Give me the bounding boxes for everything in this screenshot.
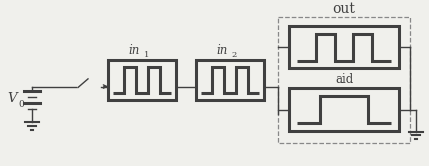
- Text: 1: 1: [144, 51, 149, 59]
- Bar: [289, 26, 399, 68]
- Bar: [196, 60, 264, 100]
- Text: V: V: [7, 92, 17, 105]
- Text: in: in: [128, 44, 139, 57]
- Text: aid: aid: [335, 73, 353, 86]
- Text: out: out: [332, 2, 356, 16]
- Bar: [278, 17, 410, 143]
- Bar: [108, 60, 176, 100]
- Text: in: in: [216, 44, 227, 57]
- Text: 0: 0: [18, 100, 24, 109]
- Bar: [289, 88, 399, 131]
- Text: 2: 2: [232, 51, 237, 59]
